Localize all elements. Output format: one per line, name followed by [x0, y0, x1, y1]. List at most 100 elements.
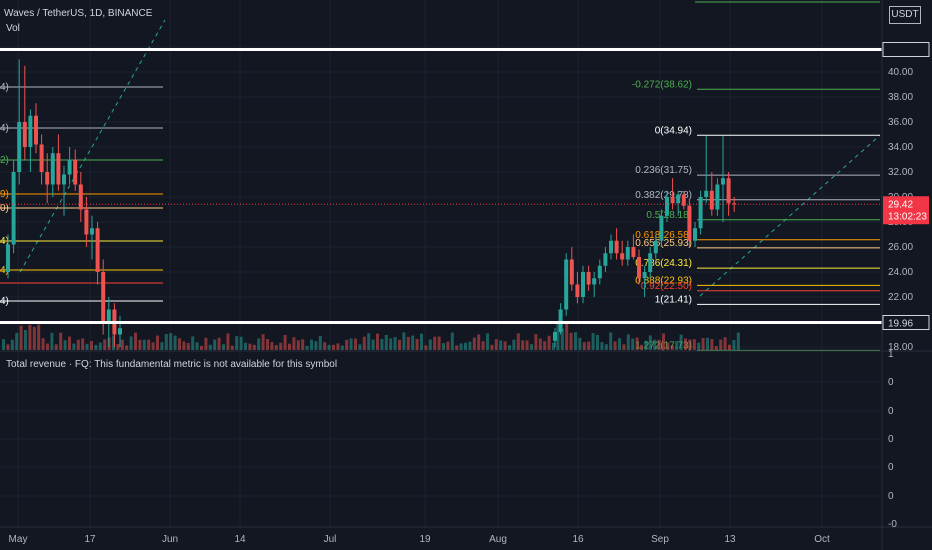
candles [6, 59, 737, 347]
price-tick-label: 34.00 [888, 142, 913, 153]
fib-right-label: 0.656(25.93) [635, 238, 692, 249]
volume-bar [481, 341, 485, 350]
marker-price-value: 19.96 [888, 319, 913, 330]
candle-body [592, 278, 597, 285]
candle-body [78, 184, 83, 210]
volume-bar [94, 344, 98, 350]
time-tick-label: 19 [419, 534, 431, 545]
fib-right-label: 0.888(22.93) [635, 275, 692, 286]
time-axis[interactable]: May 17 Jun 14 Jul 19 Aug 16 Sep 13 Oct [9, 534, 830, 545]
price-axis-bg [882, 0, 932, 550]
candle-body [84, 209, 89, 235]
price-tick-label: 40.00 [888, 67, 913, 78]
fib-left-label: 2) [0, 155, 9, 166]
volume-bar [494, 339, 498, 350]
volume-bar [296, 340, 300, 350]
price-tick-label: 26.00 [888, 242, 913, 253]
fib-right-label: -0.272(38.62) [632, 79, 692, 90]
grid-lines [0, 0, 882, 527]
volume-bar [609, 332, 613, 350]
fib-left-label: 0) [0, 203, 9, 214]
volume-bar [345, 339, 349, 350]
volume-bar [714, 345, 718, 350]
revenue-tick-label: 1 [888, 349, 894, 360]
top-line-tag [882, 42, 930, 57]
time-tick-label: May [9, 534, 28, 545]
volume-bar [90, 341, 93, 350]
countdown-value: 13:02:23 [888, 211, 927, 222]
candle-body [642, 272, 647, 279]
candle-body [693, 228, 697, 241]
fib-left-label: 4) [0, 236, 9, 247]
currency-unit-button[interactable]: USDT [889, 6, 921, 24]
candle-body [681, 194, 686, 206]
candle-body [687, 205, 692, 241]
volume-bar [252, 344, 256, 350]
revenue-tick-label: 0 [888, 462, 894, 473]
revenue-tick-label: 0 [888, 434, 894, 445]
candle-body [558, 309, 563, 332]
volume-bar [362, 336, 366, 350]
volume-bar [415, 338, 419, 350]
fib-levels-right: -0.272(38.62) 0(34.94) 0.236(31.75) 0.382(2… [632, 1, 880, 351]
volume-bar [675, 341, 679, 350]
volume-bar [723, 337, 727, 350]
volume-bar [398, 339, 401, 350]
volume-bar [208, 344, 212, 350]
volume-bar [76, 339, 80, 350]
candle-body [625, 247, 630, 260]
volume-bar [230, 345, 234, 350]
candle-body [67, 159, 72, 175]
fib-right-label: 0.382(29.78) [635, 190, 692, 201]
fib-right-label: 0(34.94) [655, 125, 692, 136]
candle-body [6, 244, 10, 272]
volume-bar [182, 341, 186, 350]
volume-bar [613, 341, 617, 350]
candle-body [56, 153, 61, 185]
volume-bar [10, 339, 14, 350]
candle-body [39, 144, 44, 172]
volume-bar [129, 336, 133, 350]
candle-body [603, 253, 608, 266]
chart-title: Waves / TetherUS, 1D, BINANCE [4, 8, 153, 19]
volume-bar [530, 344, 533, 350]
volume-bar [257, 338, 261, 350]
volume-bar [490, 344, 494, 350]
volume-bar [248, 343, 252, 350]
volume-bar [332, 344, 335, 350]
time-tick-label: Aug [489, 534, 507, 545]
volume-bar [670, 345, 674, 350]
volume-bar [516, 333, 520, 350]
volume-bar [578, 337, 582, 350]
revenue-tick-label: 0 [888, 406, 894, 417]
candle-body [569, 259, 574, 285]
volume-bar [54, 344, 58, 350]
volume-bar [653, 339, 657, 350]
fib-right-label: 0.236(31.75) [635, 165, 692, 176]
volume-bar [442, 343, 445, 350]
revenue-tick-label: 0 [888, 377, 894, 388]
candle-body [106, 309, 111, 322]
fib-right-label: 1(21.41) [655, 294, 692, 305]
volume-bar [728, 344, 731, 350]
volume-bar [732, 339, 736, 350]
time-tick-label: Sep [651, 534, 669, 545]
volume-bar [24, 330, 27, 350]
horizontal-lines[interactable] [0, 48, 882, 324]
price-tick-label: 18.00 [888, 342, 913, 353]
candle-body [715, 184, 720, 210]
volume-bar [103, 339, 107, 350]
candle-body [28, 115, 33, 147]
time-tick-label: Jun [162, 534, 178, 545]
candle-body [575, 284, 580, 297]
volume-bar [191, 336, 195, 350]
volume-bar [336, 343, 340, 350]
volume-bar [455, 345, 459, 350]
volume-bar [459, 343, 463, 350]
volume-bar [200, 345, 203, 350]
current-price-tag [883, 196, 929, 225]
volume-bars [2, 321, 740, 350]
volume-bar [565, 322, 569, 350]
volume-bar [503, 341, 507, 350]
